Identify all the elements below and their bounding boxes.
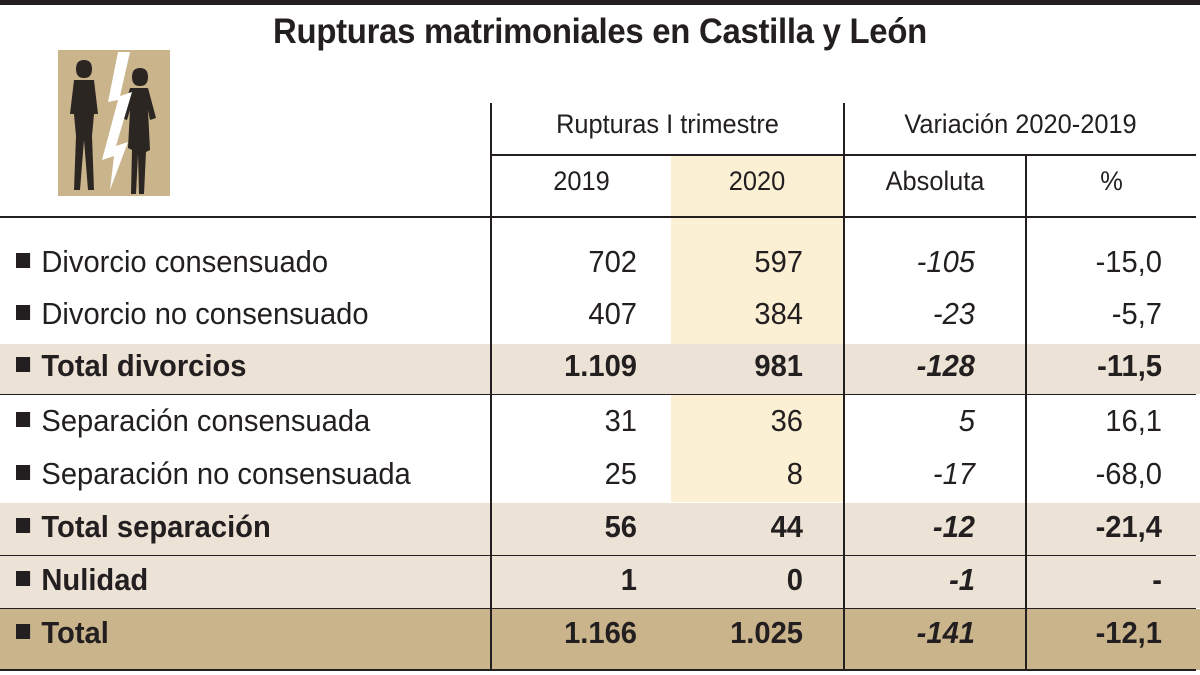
bullet-square-icon <box>16 465 31 480</box>
cell-2020: 36 <box>770 403 803 438</box>
top-rule <box>0 0 1200 5</box>
row-label-text: Total separación <box>41 509 271 544</box>
row-label: Divorcio consensuado <box>16 244 328 280</box>
cell-percent: -68,0 <box>1095 456 1162 491</box>
row-label: Total <box>16 615 109 651</box>
cell-2019: 1 <box>620 562 637 597</box>
bullet-square-icon <box>16 305 31 320</box>
grid-line <box>0 608 1196 609</box>
cell-absoluta: -1 <box>949 562 975 597</box>
grid-line <box>0 555 1196 556</box>
bullet-square-icon <box>16 571 31 586</box>
bullet-square-icon <box>16 253 31 268</box>
cell-2019: 25 <box>604 456 637 491</box>
chart-title: Rupturas matrimoniales en Castilla y Leó… <box>273 12 927 51</box>
couple-breakup-icon <box>58 50 170 196</box>
row-label: Total separación <box>16 509 271 545</box>
grid-line <box>0 669 1196 671</box>
cell-absoluta: -105 <box>916 244 975 279</box>
cell-percent: - <box>1152 562 1162 597</box>
cell-2019: 1.109 <box>564 348 637 383</box>
row-label-text: Divorcio consensuado <box>41 244 329 279</box>
row-label: Total divorcios <box>16 348 246 384</box>
cell-percent: -11,5 <box>1097 348 1162 383</box>
row-label-text: Separación consensuada <box>41 403 371 438</box>
subtotal-band <box>0 344 1200 394</box>
cell-2020: 1.025 <box>730 615 803 650</box>
cell-absoluta: -128 <box>916 348 975 383</box>
cell-2019: 56 <box>604 509 637 544</box>
column-header: Absoluta <box>885 166 985 196</box>
column-header: 2019 <box>553 166 610 196</box>
bullet-square-icon <box>16 357 31 372</box>
cell-2020: 981 <box>754 348 803 383</box>
row-label-text: Divorcio no consensuado <box>41 296 369 331</box>
cell-percent: -12,1 <box>1095 615 1162 650</box>
row-label-text: Separación no consensuada <box>41 456 411 491</box>
row-label: Divorcio no consensuado <box>16 296 369 332</box>
row-label: Nulidad <box>16 562 148 598</box>
grid-line <box>0 216 1196 218</box>
bullet-square-icon <box>16 518 31 533</box>
cell-absoluta: -17 <box>932 456 975 491</box>
cell-2019: 31 <box>604 403 637 438</box>
row-label: Separación consensuada <box>16 403 370 439</box>
column-header: % <box>1100 166 1123 196</box>
cell-2019: 407 <box>588 296 637 331</box>
cell-percent: -21,4 <box>1095 509 1162 544</box>
group-header: Variación 2020-2019 <box>904 109 1137 139</box>
cell-percent: 16,1 <box>1105 403 1162 438</box>
cell-absoluta: 5 <box>958 403 975 438</box>
grid-line <box>0 394 1196 395</box>
bullet-square-icon <box>16 412 31 427</box>
cell-2020: 384 <box>754 296 803 331</box>
cell-absoluta: -23 <box>932 296 975 331</box>
row-label-text: Total divorcios <box>41 348 247 383</box>
cell-percent: -5,7 <box>1111 296 1162 331</box>
subtotal-band <box>0 503 1200 555</box>
group-header: Rupturas I trimestre <box>556 109 779 139</box>
row-label-text: Nulidad <box>41 562 149 597</box>
grid-line <box>843 103 845 670</box>
column-header: 2020 <box>728 166 786 196</box>
grid-line <box>1025 155 1027 670</box>
row-label: Separación no consensuada <box>16 456 411 492</box>
subtotal-band <box>0 556 1200 608</box>
cell-2019: 1.166 <box>564 615 637 650</box>
grid-line <box>490 103 492 670</box>
bullet-square-icon <box>16 624 31 639</box>
grid-line <box>490 154 1196 156</box>
cell-2020: 8 <box>786 456 803 491</box>
cell-2020: 44 <box>770 509 803 544</box>
row-label-text: Total <box>41 615 109 650</box>
highlight-2020-column <box>671 155 843 502</box>
cell-2020: 0 <box>786 562 803 597</box>
cell-percent: -15,0 <box>1095 244 1162 279</box>
total-band <box>0 609 1200 670</box>
cell-absoluta: -12 <box>932 509 975 544</box>
cell-absoluta: -141 <box>916 615 975 650</box>
cell-2020: 597 <box>754 244 803 279</box>
cell-2019: 702 <box>588 244 637 279</box>
